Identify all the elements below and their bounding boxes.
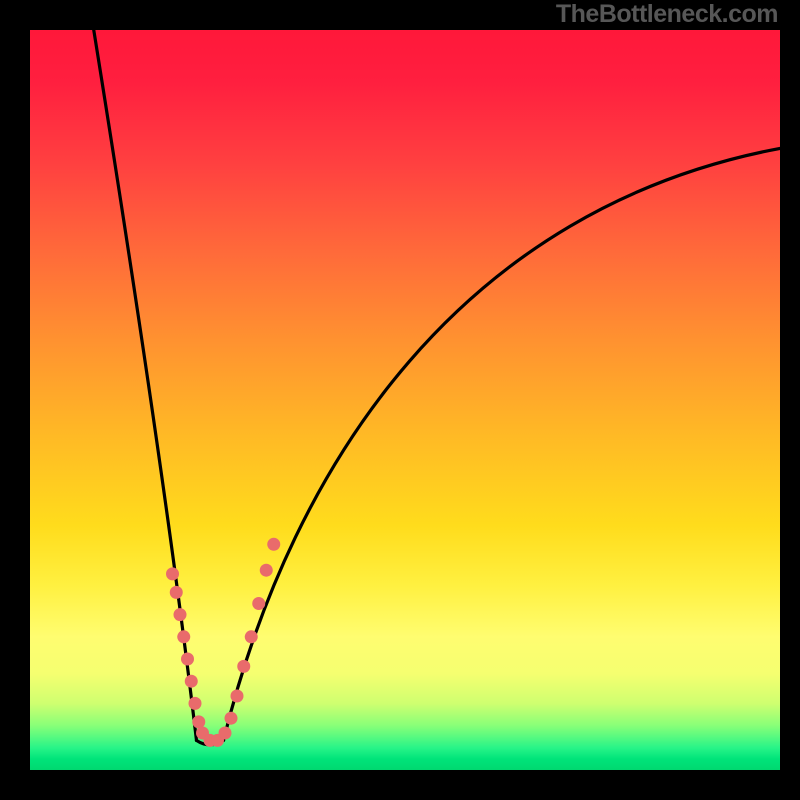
marker-point — [219, 727, 232, 740]
watermark-text: TheBottleneck.com — [556, 0, 778, 29]
marker-point — [267, 538, 280, 551]
marker-point — [174, 608, 187, 621]
chart-container: TheBottleneck.com — [0, 0, 800, 800]
marker-point — [252, 597, 265, 610]
marker-point — [225, 712, 238, 725]
marker-point — [170, 586, 183, 599]
frame-border — [0, 770, 800, 800]
marker-point — [231, 690, 244, 703]
marker-point — [166, 567, 179, 580]
marker-point — [181, 653, 194, 666]
marker-point — [245, 630, 258, 643]
frame-border — [780, 0, 800, 800]
marker-point — [260, 564, 273, 577]
marker-point — [185, 675, 198, 688]
marker-point — [177, 630, 190, 643]
marker-point — [192, 715, 205, 728]
marker-point — [237, 660, 250, 673]
plot-gradient — [30, 30, 780, 770]
bottleneck-chart — [0, 0, 800, 800]
marker-point — [189, 697, 202, 710]
frame-border — [0, 0, 30, 800]
